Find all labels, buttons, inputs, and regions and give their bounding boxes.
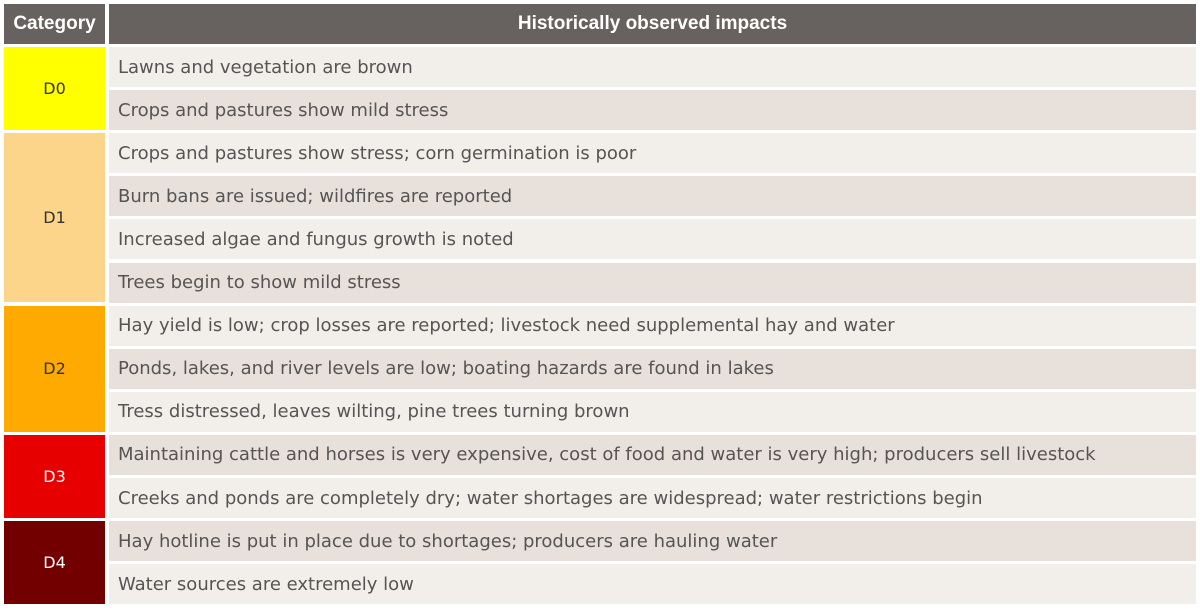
impact-row: Crops and pastures show mild stress <box>109 90 1196 131</box>
category-cell-d0: D0 <box>4 47 105 131</box>
impact-row: Creeks and ponds are completely dry; wat… <box>109 478 1196 518</box>
impact-row: Water sources are extremely low <box>109 564 1196 605</box>
category-cell-d1: D1 <box>4 133 105 303</box>
category-cell-d3: D3 <box>4 434 105 518</box>
impact-row: Crops and pastures show stress; corn ger… <box>109 133 1196 174</box>
impact-row: Increased algae and fungus growth is not… <box>109 219 1196 260</box>
impact-row: Ponds, lakes, and river levels are low; … <box>109 348 1196 389</box>
category-cell-d4: D4 <box>4 521 105 605</box>
category-column-header: Category <box>4 4 105 44</box>
impact-row: Trees begin to show mild stress <box>109 262 1196 303</box>
impact-row: Maintaining cattle and horses is very ex… <box>109 434 1196 475</box>
impact-row: Burn bans are issued; wildfires are repo… <box>109 176 1196 217</box>
impacts-column-header: Historically observed impacts <box>109 4 1196 44</box>
impact-row: Hay yield is low; crop losses are report… <box>109 305 1196 346</box>
impact-row: Tress distressed, leaves wilting, pine t… <box>109 391 1196 432</box>
impact-row: Hay hotline is put in place due to short… <box>109 521 1196 562</box>
impact-row: Lawns and vegetation are brown <box>109 47 1196 87</box>
category-cell-d2: D2 <box>4 305 105 432</box>
